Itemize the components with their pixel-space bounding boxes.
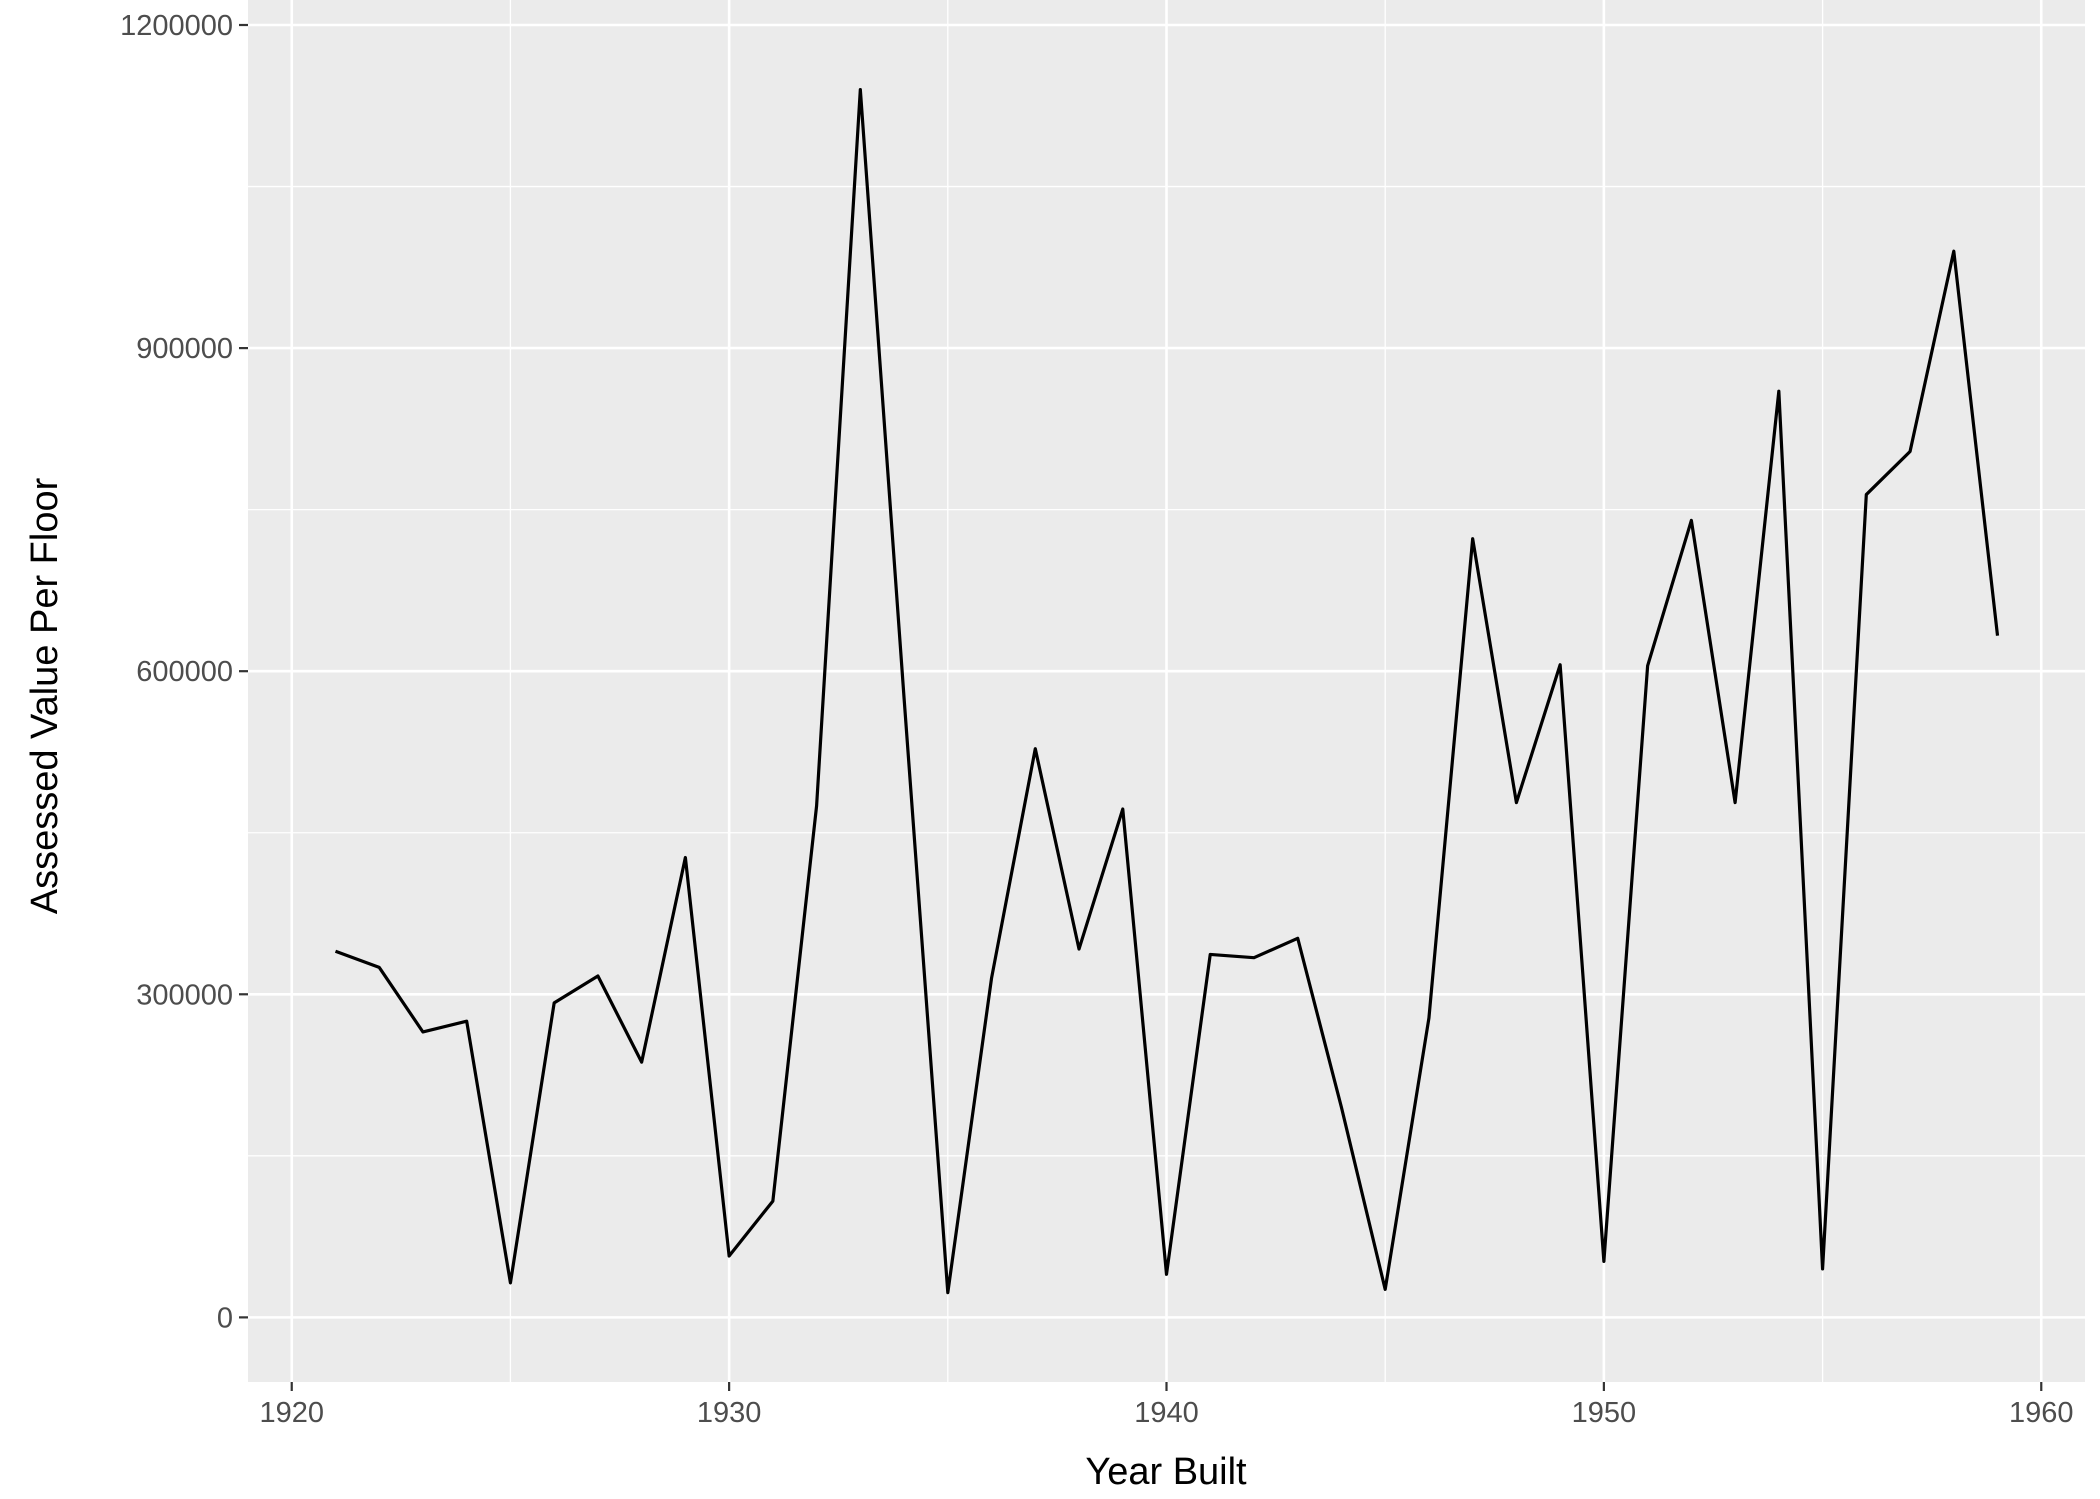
x-axis: 1920 1930 1940 1950 1960	[259, 1382, 2074, 1429]
y-axis: 0 300000 600000 900000 1200000	[120, 10, 248, 1334]
x-tick-label: 1940	[1134, 1397, 1199, 1429]
x-tick-label: 1950	[1572, 1397, 1637, 1429]
y-tick-label: 600000	[136, 656, 233, 688]
x-tick-label: 1960	[2009, 1397, 2074, 1429]
major-gridlines	[248, 0, 2085, 1382]
series-line	[334, 88, 2000, 1295]
y-tick-label: 1200000	[120, 10, 233, 42]
y-axis-title: Assessed Value Per Floor	[24, 477, 66, 914]
y-tick-label: 0	[217, 1302, 233, 1334]
x-tick-label: 1920	[259, 1397, 324, 1429]
y-tick-label: 300000	[136, 979, 233, 1011]
x-tick-label: 1930	[697, 1397, 762, 1429]
y-tick-label: 900000	[136, 333, 233, 365]
x-axis-title: Year Built	[1085, 1451, 1247, 1493]
